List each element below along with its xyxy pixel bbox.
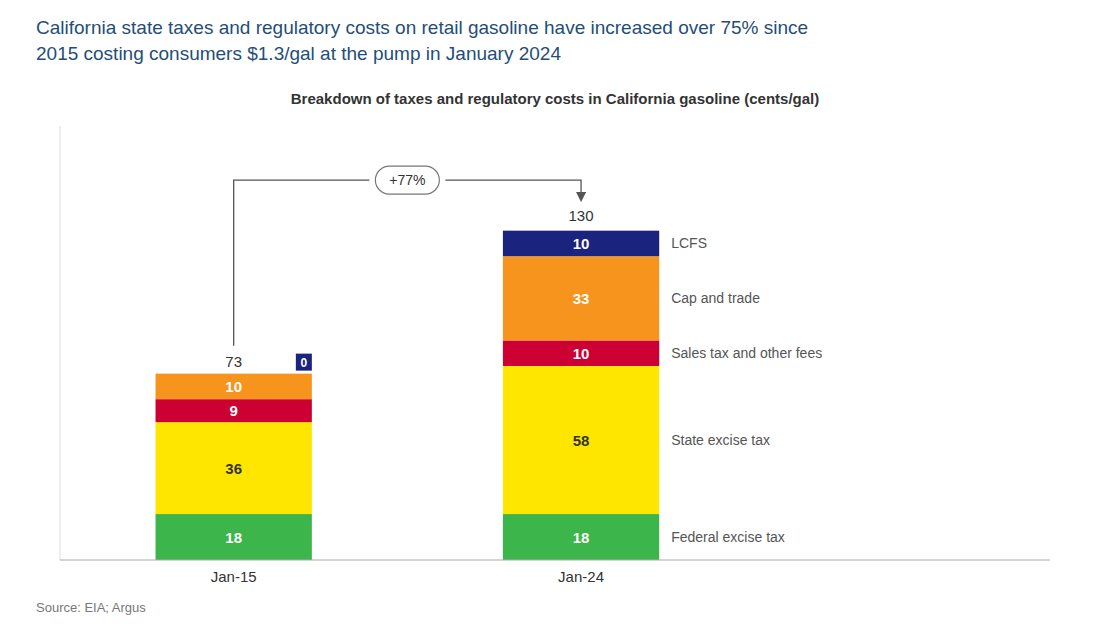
bar-segment: [156, 373, 312, 374]
series-name: Federal excise tax: [671, 529, 785, 545]
x-tick-label: Jan-24: [558, 568, 604, 585]
bracket-arrow: [445, 180, 581, 200]
data-label: 10: [573, 235, 590, 252]
data-label: 10: [573, 345, 590, 362]
chart: California state taxes and regulatory co…: [0, 0, 1110, 624]
labels: 18 18 36 58 9 10 10 33 10 0 73 130 Federal excise ta…: [225, 207, 822, 545]
data-label: 36: [225, 460, 242, 477]
x-axis-line: [60, 560, 1050, 561]
title: California state taxes and regulatory co…: [36, 17, 808, 38]
change-annotation: +77%: [234, 166, 581, 346]
data-label: 10: [225, 378, 242, 395]
bar-segment: [503, 340, 659, 366]
background: [0, 0, 1110, 624]
data-label: 18: [573, 529, 590, 546]
series-name: Sales tax and other fees: [671, 345, 822, 361]
zero-label-box: [296, 354, 312, 371]
data-label: 58: [573, 432, 590, 449]
bar-segment: [503, 231, 659, 257]
y-axis-line: [60, 126, 61, 560]
bar-segment: [156, 422, 312, 514]
bracket-line: [234, 180, 370, 346]
data-label: 0: [300, 356, 307, 370]
annotation: +77%: [389, 172, 425, 188]
bar-segment: [156, 514, 312, 560]
annotation-box: [375, 166, 439, 194]
bar-segment: [503, 366, 659, 514]
total-label: 73: [225, 353, 242, 370]
series-name: LCFS: [671, 235, 707, 251]
data-label: 33: [573, 290, 590, 307]
series-name: Cap and trade: [671, 290, 760, 306]
x-tick-label: Jan-15: [211, 568, 257, 585]
subtitle: Breakdown of taxes and regulatory costs …: [291, 90, 819, 107]
bar-segment: [503, 256, 659, 340]
data-label: 18: [225, 529, 242, 546]
bars: [156, 231, 660, 560]
source: Source: EIA; Argus: [36, 600, 146, 615]
series-name: State excise tax: [671, 432, 770, 448]
title: 2015 costing consumers $1.3/gal at the p…: [36, 43, 561, 64]
data-label: 9: [230, 402, 238, 419]
bar-segment: [156, 399, 312, 422]
bar-segment: [156, 374, 312, 400]
bar-segment: [503, 514, 659, 560]
total-label: 130: [569, 207, 594, 224]
